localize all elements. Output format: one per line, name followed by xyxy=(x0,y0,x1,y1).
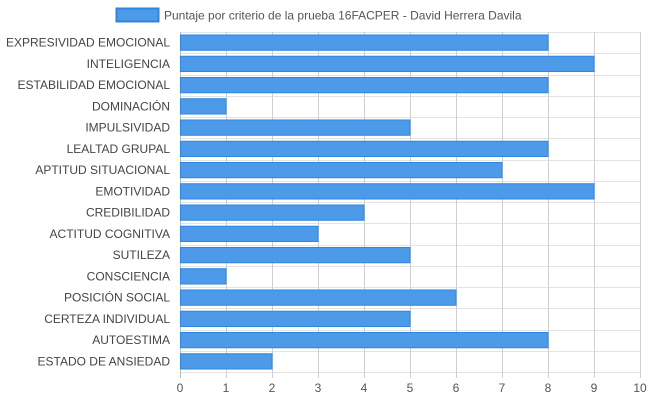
category-label: APTITUD SITUACIONAL xyxy=(35,163,170,177)
category-label: CREDIBILIDAD xyxy=(86,206,170,220)
category-label: ESTABILIDAD EMOCIONAL xyxy=(18,78,171,92)
bar[interactable] xyxy=(180,289,457,306)
category-label: EMOTIVIDAD xyxy=(95,184,170,198)
bar[interactable] xyxy=(180,98,227,115)
x-tick-label: 4 xyxy=(361,381,368,395)
category-label: ACTITUD COGNITIVA xyxy=(50,227,170,241)
bars xyxy=(180,34,595,370)
category-label: IMPULSIVIDAD xyxy=(85,121,170,135)
bar[interactable] xyxy=(180,353,273,370)
x-tick-label: 8 xyxy=(545,381,552,395)
x-tick-label: 3 xyxy=(315,381,322,395)
category-label: CERTEZA INDIVIDUAL xyxy=(44,312,170,326)
legend-label: Puntaje por criterio de la prueba 16FACP… xyxy=(164,9,522,23)
bar[interactable] xyxy=(180,310,411,328)
x-tick-label: 2 xyxy=(269,381,276,395)
bar[interactable] xyxy=(180,34,549,51)
bar[interactable] xyxy=(180,204,365,221)
category-label: SUTILEZA xyxy=(113,248,170,262)
x-tick-label: 5 xyxy=(407,381,414,395)
x-tick-label: 9 xyxy=(591,381,598,395)
category-label: EXPRESIVIDAD EMOCIONAL xyxy=(6,36,170,50)
bar[interactable] xyxy=(180,246,411,264)
bar[interactable] xyxy=(180,183,595,200)
category-label: INTELIGENCIA xyxy=(87,57,170,71)
x-tick-label: 10 xyxy=(633,381,647,395)
x-tick-label: 6 xyxy=(453,381,460,395)
category-label: LEALTAD GRUPAL xyxy=(67,142,171,156)
x-tick-label: 1 xyxy=(223,381,230,395)
category-label: ESTADO DE ANSIEDAD xyxy=(38,354,171,368)
legend[interactable]: Puntaje por criterio de la prueba 16FACP… xyxy=(115,7,522,23)
bar[interactable] xyxy=(180,225,319,243)
x-tick-labels: 0 1 2 3 4 5 6 7 8 9 10 xyxy=(177,381,647,395)
bar[interactable] xyxy=(180,268,227,285)
bar[interactable] xyxy=(180,140,549,158)
legend-swatch xyxy=(115,7,160,23)
category-label: AUTOESTIMA xyxy=(92,333,170,347)
bar[interactable] xyxy=(180,76,549,94)
category-label: CONSCIENCIA xyxy=(87,269,170,283)
x-tick-label: 7 xyxy=(499,381,506,395)
x-tick-label: 0 xyxy=(177,381,184,395)
category-label: DOMINACIÓN xyxy=(92,98,170,113)
category-labels: EXPRESIVIDAD EMOCIONAL INTELIGENCIA ESTABI… xyxy=(6,36,170,369)
bar[interactable] xyxy=(180,119,411,136)
bar[interactable] xyxy=(180,55,595,73)
bar[interactable] xyxy=(180,331,549,349)
bar[interactable] xyxy=(180,161,503,179)
category-label: POSICIÓN SOCIAL xyxy=(64,290,170,305)
